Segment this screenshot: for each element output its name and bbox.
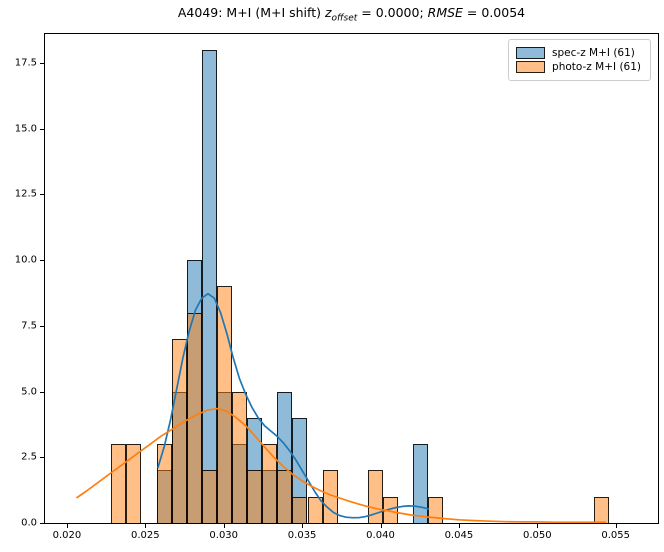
x-axis-tick-label: 0.050 [522,530,552,541]
x-axis-tick [145,524,147,528]
y-axis-tick [40,194,44,196]
x-axis-tick [380,524,382,528]
histogram-bar-photoz [171,338,187,523]
title-rmse-var: RMSE [427,5,463,20]
histogram-bar-photoz [247,470,263,523]
y-axis-tick-label: 5.0 [21,386,37,398]
legend-item-photoz: photo-z M+I (61) [516,61,641,73]
title-z-value: = 0.0000; [357,5,428,20]
x-axis-tick [66,524,68,528]
histogram-bar-photoz [307,496,323,523]
legend-label-photoz: photo-z M+I (61) [552,61,641,73]
histogram-bar-photoz [216,286,233,523]
histogram-bar-photoz [292,496,308,523]
y-axis-tick-label: 0.0 [21,517,37,529]
y-axis-tick-label: 7.5 [21,320,37,332]
legend-swatch-specz [516,47,546,59]
histogram-bar-photoz [277,470,293,523]
y-axis-tick [40,260,44,262]
y-axis-tick-label: 2.5 [21,451,37,463]
title-rmse-value: = 0.0054 [462,5,526,20]
x-axis-tick [537,524,539,528]
x-axis-tick [302,524,304,528]
x-axis-tick-label: 0.035 [287,530,317,541]
y-axis-tick-label: 12.5 [14,188,37,200]
x-axis-tick [458,524,460,528]
x-axis-tick-label: 0.055 [601,530,630,541]
y-axis-tick [40,325,44,327]
y-axis-tick-label: 17.5 [14,57,37,69]
histogram-bar-photoz [201,470,217,523]
histogram-bar-specz [201,49,217,523]
y-axis-tick [40,128,44,130]
x-axis-tick [223,524,225,528]
y-axis-tick [40,391,44,393]
title-prefix: A4049: M+I (M+I shift) [177,5,325,20]
title-z-var: z [324,5,332,20]
legend: spec-z M+I (61) photo-z M+I (61) [508,39,651,81]
y-axis-tick [40,457,44,459]
x-axis-tick-label: 0.045 [444,530,474,541]
chart-title: A4049: M+I (M+I shift) zoffset = 0.0000;… [44,5,659,24]
x-axis-tick-label: 0.020 [52,530,82,541]
y-axis-tick [40,523,44,524]
x-axis-tick-label: 0.025 [131,530,160,541]
histogram-bar-photoz [126,444,142,523]
x-axis-tick-label: 0.030 [209,530,239,541]
legend-label-specz: spec-z M+I (61) [552,47,635,59]
x-axis-tick-label: 0.040 [366,530,395,541]
plot-area: spec-z M+I (61) photo-z M+I (61) [44,33,659,524]
histogram-bar-photoz [262,444,278,523]
kde-line-specz [157,292,430,519]
y-axis-tick-label: 15.0 [14,123,37,135]
title-z-subscript: offset [331,13,358,24]
y-axis-tick [40,62,44,64]
x-axis-tick [615,524,617,528]
histogram-bar-specz [292,417,308,523]
legend-item-specz: spec-z M+I (61) [516,47,641,59]
y-axis-tick-label: 10.0 [14,254,37,266]
kde-curves [75,292,607,523]
legend-swatch-photoz [516,61,546,73]
histogram-bar-photoz [594,496,610,523]
kde-line-photoz [75,407,607,523]
plot-inner: spec-z M+I (61) photo-z M+I (61) [45,34,658,523]
histogram-bar-specz [413,444,429,523]
